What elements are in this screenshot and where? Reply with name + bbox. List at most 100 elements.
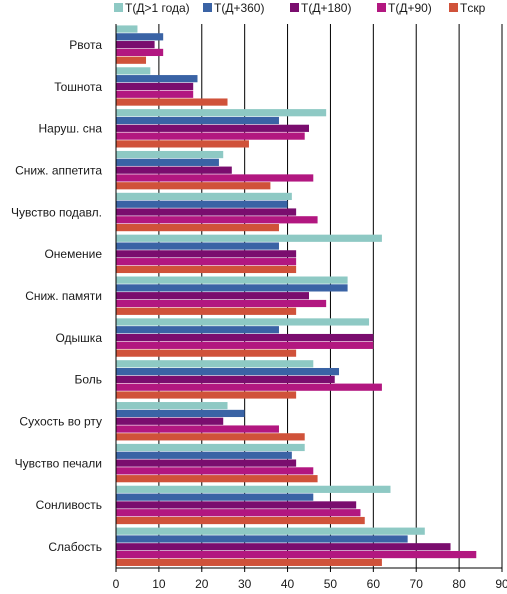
bar-наруш-сна-series-2 — [116, 116, 279, 125]
legend-item-1: Т(Д>1 года) — [114, 1, 190, 15]
bar-онемение-series-1 — [116, 234, 382, 242]
bar-сниж-аппетита-series-4 — [116, 174, 314, 182]
category-labels: Рвота Тошнота Наруш. сна Сниж. аппетита Чувс… — [11, 38, 102, 554]
bar-чувство-печали-series-4 — [116, 467, 314, 475]
x-axis: 0 10 20 30 40 50 60 70 80 90 — [113, 24, 507, 591]
x-tick-label-30: 30 — [238, 577, 252, 591]
legend: Т(Д>1 года) Т(Д+360) Т(Д+180) Т(Д+90) Tскр — [114, 1, 486, 15]
bar-рвота-series-4 — [116, 48, 164, 57]
category-label-рвота: Рвота — [69, 38, 102, 52]
category-label-сонливость: Сонливость — [36, 498, 102, 512]
x-tick-label-0: 0 — [113, 577, 120, 591]
bar-сухость-во-рту-series-1 — [116, 402, 228, 410]
x-tick-label-10: 10 — [152, 577, 166, 591]
legend-label: Т(Д>1 года) — [125, 1, 190, 15]
category-label-одышка: Одышка — [55, 331, 102, 345]
legend-label: Tскр — [460, 1, 486, 15]
bar-чувство-печали-series-2 — [116, 451, 292, 459]
bar-сниж-памяти-series-2 — [116, 284, 348, 292]
bar-чувство-подавл-series-4 — [116, 216, 318, 224]
bar-наруш-сна-series-3 — [116, 124, 309, 132]
bar-сонливость-series-2 — [116, 493, 314, 501]
bar-чувство-подавл-series-2 — [116, 200, 288, 208]
bar-тошнота-series-1 — [116, 67, 151, 75]
bar-боль-series-2 — [116, 367, 340, 376]
bar-тошнота-series-3 — [116, 82, 194, 91]
category-label-онемение: Онемение — [44, 247, 102, 261]
bar-наруш-сна-series-1 — [116, 109, 327, 117]
bar-рвота-series-5 — [116, 56, 147, 64]
bar-боль-series-3 — [116, 375, 335, 383]
bar-сонливость-series-1 — [116, 485, 391, 493]
x-tick-label-40: 40 — [281, 577, 295, 591]
category-label-сниж-памяти: Сниж. памяти — [25, 289, 102, 303]
bar-боль-series-1 — [116, 360, 314, 368]
legend-item-4: Т(Д+90) — [377, 1, 432, 15]
bar-чувство-подавл-series-1 — [116, 192, 292, 201]
bar-сниж-аппетита-series-1 — [116, 150, 224, 159]
bar-одышка-series-5 — [116, 349, 297, 357]
x-tick-label-60: 60 — [367, 577, 381, 591]
category-label-сухость-во-рту: Сухость во рту — [19, 415, 102, 429]
x-tick-label-90: 90 — [495, 577, 507, 591]
legend-swatch — [449, 3, 458, 12]
bar-одышка-series-3 — [116, 333, 374, 342]
category-label-слабость: Слабость — [48, 540, 102, 554]
bar-сниж-аппетита-series-3 — [116, 166, 232, 174]
x-tick-label-50: 50 — [324, 577, 338, 591]
bar-рвота-series-1 — [116, 25, 138, 33]
category-label-чувство-печали: Чувство печали — [15, 456, 102, 470]
bar-сухость-во-рту-series-3 — [116, 417, 224, 425]
legend-swatch — [290, 3, 299, 12]
bar-сонливость-series-4 — [116, 509, 361, 517]
bar-рвота-series-2 — [116, 33, 164, 41]
x-tick-label-20: 20 — [195, 577, 209, 591]
bar-сниж-аппетита-series-5 — [116, 182, 271, 190]
category-label-тошнота: Тошнота — [54, 80, 102, 94]
bar-сонливость-series-3 — [116, 501, 357, 509]
bar-слабость-series-4 — [116, 550, 477, 559]
bar-чувство-печали-series-5 — [116, 475, 318, 483]
legend-item-5: Tскр — [449, 1, 486, 15]
bar-сухость-во-рту-series-4 — [116, 425, 279, 433]
bar-слабость-series-3 — [116, 543, 451, 551]
bar-одышка-series-1 — [116, 318, 370, 326]
bar-онемение-series-2 — [116, 242, 279, 250]
category-label-наруш-сна: Наруш. сна — [39, 122, 103, 136]
bar-онемение-series-3 — [116, 250, 297, 258]
legend-item-3: Т(Д+180) — [290, 1, 351, 15]
bar-рвота-series-3 — [116, 41, 155, 49]
legend-label: Т(Д+180) — [301, 1, 351, 15]
bar-наруш-сна-series-4 — [116, 132, 305, 140]
bar-тошнота-series-5 — [116, 98, 228, 106]
bar-слабость-series-5 — [116, 558, 382, 566]
bar-одышка-series-2 — [116, 326, 279, 334]
category-label-чувство-подавл: Чувство подавл. — [11, 205, 102, 219]
bar-тошнота-series-4 — [116, 90, 194, 98]
bar-сниж-памяти-series-5 — [116, 307, 297, 315]
bar-чувство-печали-series-1 — [116, 443, 305, 452]
legend-item-2: Т(Д+360) — [203, 1, 264, 15]
bars — [116, 25, 477, 566]
bar-сниж-памяти-series-1 — [116, 276, 348, 284]
bar-наруш-сна-series-5 — [116, 140, 249, 148]
bar-слабость-series-2 — [116, 535, 408, 543]
bar-сниж-аппетита-series-2 — [116, 158, 219, 166]
category-label-сниж-аппетита: Сниж. аппетита — [15, 163, 102, 177]
bar-сухость-во-рту-series-2 — [116, 409, 245, 418]
bar-сниж-памяти-series-4 — [116, 299, 327, 308]
legend-swatch — [377, 3, 386, 12]
bar-тошнота-series-2 — [116, 75, 198, 83]
bar-боль-series-4 — [116, 383, 382, 391]
bar-сниж-памяти-series-3 — [116, 292, 309, 300]
bar-боль-series-5 — [116, 391, 297, 399]
legend-swatch — [203, 3, 212, 12]
x-tick-label-70: 70 — [410, 577, 424, 591]
legend-label: Т(Д+90) — [388, 1, 432, 15]
category-label-боль: Боль — [74, 373, 102, 387]
bar-чувство-подавл-series-5 — [116, 224, 279, 232]
bar-онемение-series-4 — [116, 258, 297, 266]
bar-сухость-во-рту-series-5 — [116, 433, 305, 441]
legend-swatch — [114, 3, 123, 12]
